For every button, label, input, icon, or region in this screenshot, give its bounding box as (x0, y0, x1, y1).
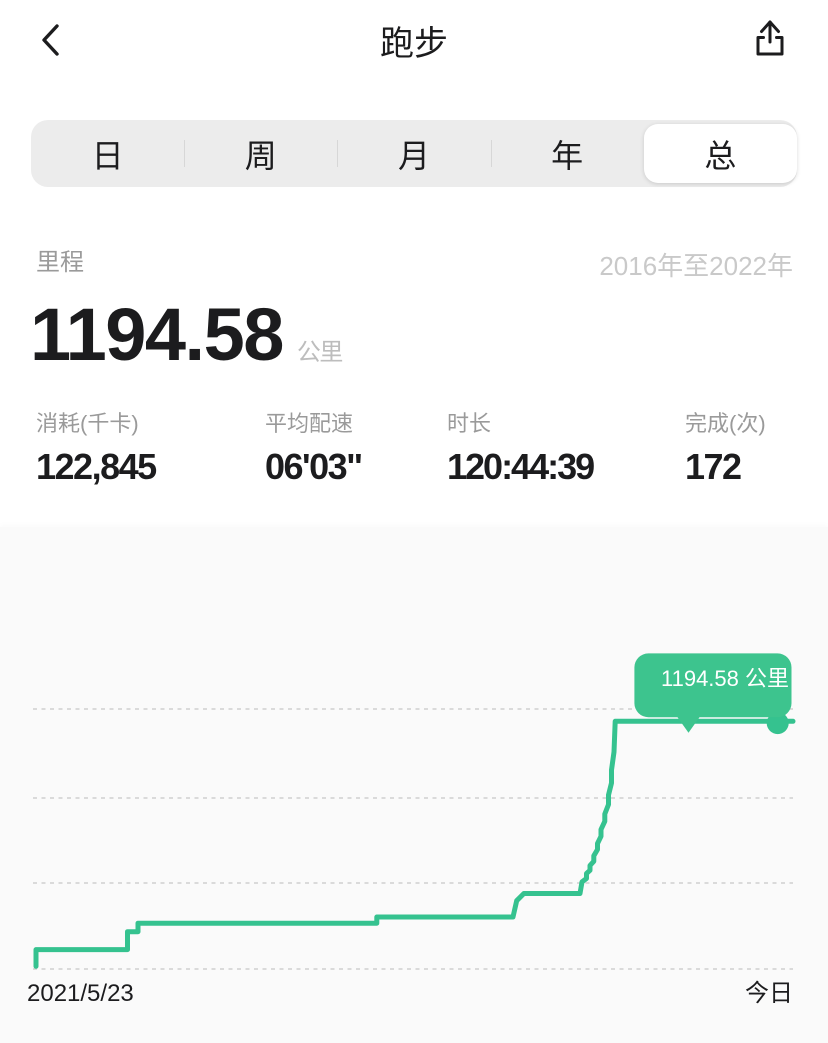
svg-text:1194.58 公里: 1194.58 公里 (661, 666, 789, 691)
svg-text:2021/5/23: 2021/5/23 (27, 980, 134, 1007)
svg-text:今日: 今日 (745, 980, 793, 1007)
